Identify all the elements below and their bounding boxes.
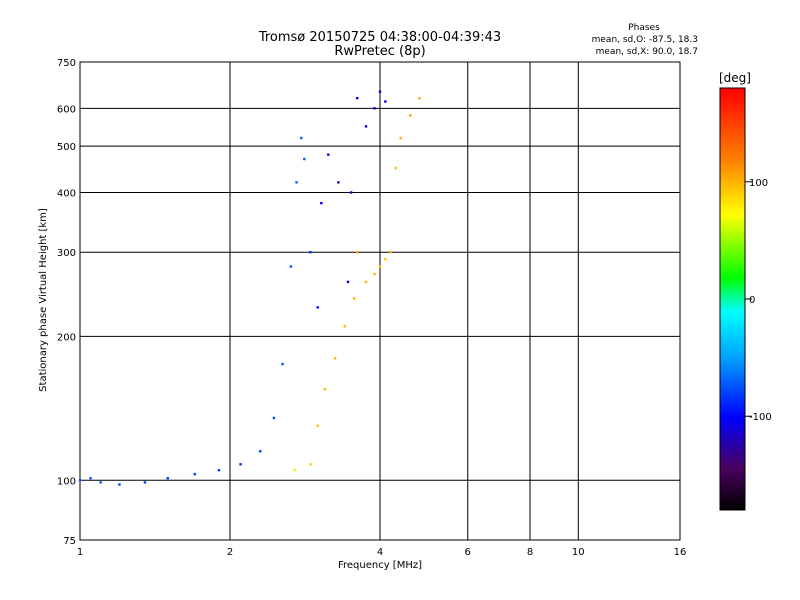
y-tick-label: 600	[57, 104, 76, 115]
echo-point-X	[394, 166, 397, 170]
chart-title: Tromsø 20150725 04:38:00-04:39:43	[258, 30, 501, 45]
x-tick-label: 1	[77, 547, 83, 558]
echo-point-X	[293, 468, 297, 472]
echo-point-O	[217, 468, 221, 472]
echo-point-O	[346, 280, 350, 284]
echo-point-O	[316, 306, 319, 309]
echo-point-X	[355, 251, 359, 254]
echo-point-O	[281, 362, 284, 366]
echo-point-O	[78, 479, 82, 482]
x-tick-label: 4	[377, 547, 383, 558]
echo-point-O	[349, 191, 353, 194]
y-axis-ticks: 75 100 200 300 400 500 600 750	[57, 58, 76, 547]
echo-point-O	[166, 477, 169, 480]
echo-point-O	[373, 107, 376, 110]
echo-point-X	[364, 280, 368, 284]
echo-point-X	[409, 114, 412, 117]
x-tick-label: 8	[527, 547, 533, 558]
x-tick-label: 6	[465, 547, 471, 558]
echo-point-X	[384, 258, 387, 261]
grid	[80, 62, 680, 540]
colorbar-tick-label: -100	[749, 412, 772, 423]
echo-point-O	[309, 251, 312, 254]
stats-o-line: mean, sd,O: -87.5, 18.3	[592, 35, 698, 45]
x-tick-label: 10	[572, 547, 585, 558]
echo-point-X	[343, 325, 347, 328]
echo-point-O	[337, 181, 340, 184]
echo-point-O	[289, 265, 293, 268]
echo-point-O	[118, 483, 121, 486]
echo-point-O	[193, 472, 197, 476]
echo-point-O	[272, 416, 276, 420]
data-points	[78, 90, 421, 486]
echo-point-O	[364, 125, 368, 128]
echo-point-X	[378, 265, 382, 268]
colorbar-ticks: 100 0 -100	[745, 178, 772, 423]
y-tick-label: 75	[63, 536, 76, 547]
colorbar	[719, 87, 746, 511]
echo-point-O	[303, 157, 306, 161]
echo-point-X	[309, 463, 312, 466]
y-tick-label: 300	[57, 248, 76, 259]
y-axis-label: Stationary phase Virtual Height [km]	[38, 208, 49, 392]
x-axis-ticks: 1 2 4 6 8 10 16	[77, 547, 687, 558]
chart-subtitle: RwPretec (8p)	[334, 44, 425, 59]
x-tick-label: 2	[227, 547, 233, 558]
colorbar-label: [deg]	[719, 71, 751, 85]
colorbar-tick-label: 0	[749, 295, 755, 306]
stats-x-line: mean, sd,X: 90.0, 18.7	[596, 47, 698, 57]
echo-point-O	[99, 481, 102, 484]
x-axis-label: Frequency [MHz]	[338, 560, 422, 571]
y-tick-label: 100	[57, 476, 76, 487]
echo-point-X	[373, 272, 376, 276]
echo-point-O	[355, 96, 359, 100]
x-tick-label: 16	[674, 547, 687, 558]
echo-point-O	[143, 481, 147, 484]
echo-point-O	[327, 153, 330, 156]
echo-point-O	[378, 90, 382, 93]
y-tick-label: 400	[57, 188, 76, 199]
echo-point-X	[399, 136, 402, 140]
echo-point-X	[418, 96, 421, 100]
echo-point-X	[352, 297, 356, 300]
y-tick-label: 750	[57, 58, 76, 69]
echo-point-O	[320, 201, 323, 205]
echo-point-X	[316, 424, 319, 428]
colorbar-tick-label: 100	[749, 178, 768, 189]
echo-point-O	[300, 136, 303, 140]
y-tick-label: 500	[57, 142, 76, 153]
echo-point-O	[295, 181, 298, 184]
echo-point-O	[239, 463, 242, 466]
stats-heading: Phases	[628, 23, 660, 33]
echo-point-O	[384, 100, 387, 103]
echo-point-O	[259, 450, 262, 453]
y-tick-label: 200	[57, 332, 76, 343]
echo-point-X	[333, 357, 337, 360]
echo-point-X	[323, 388, 327, 391]
echo-point-X	[389, 251, 392, 254]
echo-point-O	[89, 477, 92, 480]
